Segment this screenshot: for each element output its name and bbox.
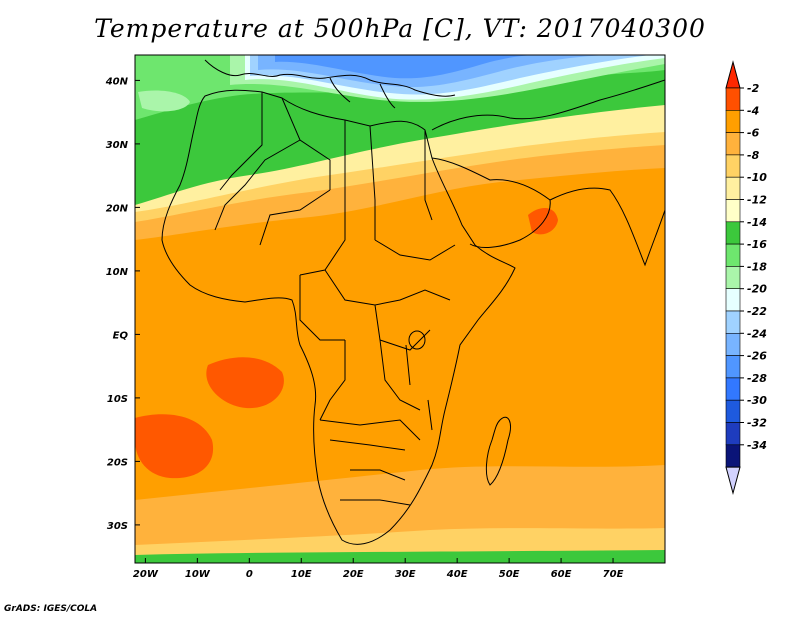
legend-swatch xyxy=(725,444,741,468)
lon-label: 60E xyxy=(551,569,572,580)
country-borders xyxy=(161,59,665,545)
legend-label: -32 xyxy=(747,417,767,430)
longitude-labels: 20W 10W 0 10E 20E 30E 40E 50E 60E 70E xyxy=(133,558,624,580)
legend-swatch xyxy=(725,221,741,245)
legend-label: -28 xyxy=(747,372,767,385)
legend-swatch xyxy=(725,110,741,133)
color-legend: -2 -4 -6 -8 -10 -12 -14 -16 -18 -20 -22 -24 -26 -28 -3… xyxy=(725,60,767,496)
lat-label: 20N xyxy=(106,203,129,214)
legend-swatch xyxy=(725,422,741,446)
legend-label: -14 xyxy=(747,216,767,229)
legend-swatch xyxy=(725,154,741,178)
lat-label: 10S xyxy=(107,394,128,405)
legend-label: -12 xyxy=(747,194,767,207)
legend-label: -18 xyxy=(747,260,767,273)
map-title: Temperature at 500hPa [C], VT: 201704030… xyxy=(94,14,706,43)
legend-label: -34 xyxy=(747,439,767,452)
legend-swatch xyxy=(725,332,741,356)
legend-swatch xyxy=(725,377,741,401)
legend-label: -4 xyxy=(747,104,759,117)
legend-swatch xyxy=(725,243,741,267)
legend-label: -30 xyxy=(747,394,767,407)
legend-label: -20 xyxy=(747,283,767,296)
lon-label: 50E xyxy=(499,569,520,580)
lakes xyxy=(405,330,433,431)
latitude-labels: 40N 30N 20N 10N EQ 10S 20S 30S xyxy=(105,76,140,532)
plot-frame xyxy=(134,54,666,564)
legend-top-arrow xyxy=(725,60,741,89)
lat-label: EQ xyxy=(113,330,129,341)
credit-text: GrADS: IGES/COLA xyxy=(4,604,98,614)
legend-label: -26 xyxy=(747,350,767,363)
legend-swatch xyxy=(725,310,741,334)
legend-swatch xyxy=(725,176,741,200)
legend-label: -8 xyxy=(747,149,760,162)
lat-label: 40N xyxy=(105,76,129,87)
legend-label: -22 xyxy=(747,305,767,318)
legend-label: -16 xyxy=(747,238,767,251)
lon-label: 0 xyxy=(246,569,253,580)
lat-label: 30S xyxy=(107,521,128,532)
legend-swatch xyxy=(725,132,741,156)
legend-swatch xyxy=(725,355,741,379)
legend-label: -6 xyxy=(747,127,760,140)
lat-label: 30N xyxy=(106,140,129,151)
legend-label: -2 xyxy=(747,82,760,95)
lon-label: 40E xyxy=(446,569,468,580)
legend-swatch xyxy=(725,399,741,423)
legend-swatch xyxy=(725,288,741,312)
lon-label: 20E xyxy=(343,569,364,580)
legend-label: -10 xyxy=(747,171,767,184)
lon-label: 20W xyxy=(133,569,159,580)
lon-label: 10E xyxy=(291,569,312,580)
lat-label: 20S xyxy=(107,457,128,468)
lon-label: 10W xyxy=(185,569,211,580)
legend-swatch xyxy=(725,87,741,111)
legend-bottom-arrow xyxy=(725,466,741,496)
legend-label: -24 xyxy=(747,327,767,340)
legend-swatch xyxy=(725,266,741,289)
legend-swatch xyxy=(725,199,741,223)
lat-label: 10N xyxy=(106,267,129,278)
lon-label: 30E xyxy=(395,569,416,580)
temperature-field xyxy=(135,55,665,563)
lon-label: 70E xyxy=(603,569,624,580)
